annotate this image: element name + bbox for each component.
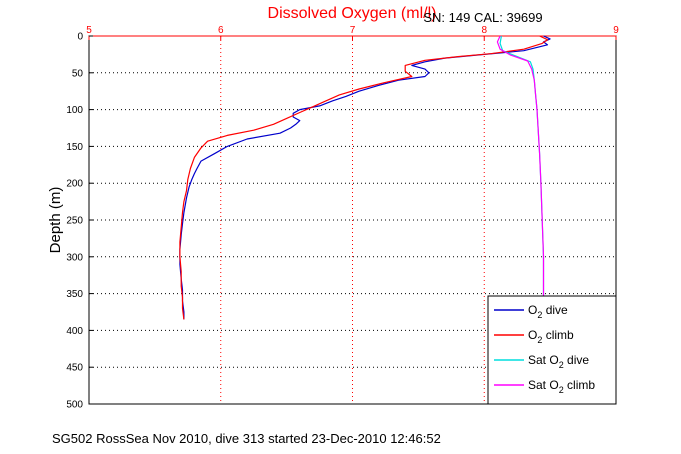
legend-label: O2 climb [528, 328, 574, 345]
o2-dive-line [179, 35, 551, 320]
sat-o2-climb-line [496, 35, 545, 298]
y-tick-label: 200 [66, 179, 83, 190]
y-tick-label: 500 [66, 400, 83, 411]
grid [89, 36, 616, 404]
x-tick-label: 8 [481, 25, 487, 36]
legend-label: Sat O2 climb [528, 378, 595, 395]
y-axis-label: Depth (m) [47, 187, 64, 254]
legend-box [487, 295, 617, 405]
x-tick-label: 7 [350, 25, 356, 36]
y-tick-label: 0 [77, 32, 83, 43]
y-tick-label: 400 [66, 326, 83, 337]
chart-subtitle: SN: 149 CAL: 39699 [423, 10, 542, 25]
o2-climb-line [179, 35, 549, 320]
chart-title: Dissolved Oxygen (ml/l) [268, 5, 437, 22]
y-tick-label: 450 [66, 363, 83, 374]
y-tick-label: 300 [66, 252, 83, 263]
x-tick-label: 6 [218, 25, 224, 36]
caption: SG502 RossSea Nov 2010, dive 313 started… [52, 431, 441, 446]
y-tick-label: 250 [66, 216, 83, 227]
x-ticks: 5 6 7 8 9 [86, 25, 619, 40]
x-tick-label: 9 [613, 25, 619, 36]
legend-label: Sat O2 dive [528, 353, 589, 370]
y-ticks: 0 50 100 150 200 250 300 350 400 450 500 [66, 32, 93, 411]
legend: O2 dive O2 climb Sat O2 dive Sat O2 climb [487, 295, 617, 405]
y-tick-label: 50 [72, 68, 84, 79]
y-tick-label: 150 [66, 142, 83, 153]
y-tick-label: 350 [66, 289, 83, 300]
x-tick-label: 5 [86, 25, 92, 36]
y-tick-label: 100 [66, 105, 83, 116]
series-layer [179, 35, 551, 320]
legend-label: O2 dive [528, 303, 568, 320]
